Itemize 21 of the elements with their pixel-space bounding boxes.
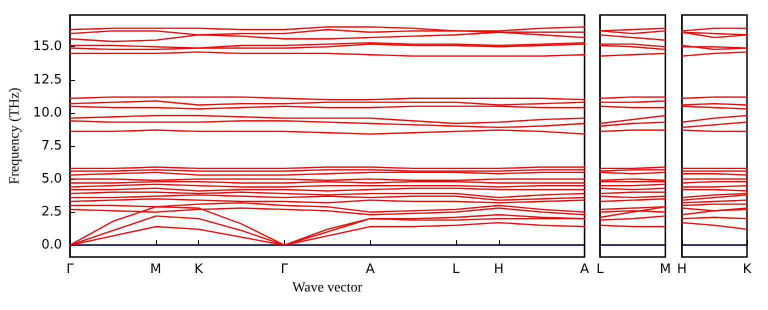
x-tick-label: K bbox=[742, 262, 752, 277]
y-tick-label: 0.0 bbox=[41, 238, 62, 253]
x-tick-label: Γ bbox=[280, 262, 289, 277]
y-tick-label: 2.5 bbox=[41, 204, 62, 220]
y-tick-label: 7.5 bbox=[41, 138, 62, 154]
x-tick-label: L bbox=[452, 262, 460, 277]
x-tick-label: H bbox=[676, 262, 687, 277]
y-tick-label: 5.0 bbox=[41, 171, 62, 186]
y-tick-label: 15.0 bbox=[33, 39, 62, 54]
y-tick-label: 12.5 bbox=[33, 72, 62, 88]
x-tick-label: Γ bbox=[66, 262, 74, 277]
x-tick-label: L bbox=[596, 262, 604, 277]
x-axis-title: Wave vector bbox=[292, 280, 363, 296]
x-tick-label: H bbox=[494, 262, 504, 277]
x-tick-label: A bbox=[580, 262, 590, 277]
x-tick-label: M bbox=[660, 262, 671, 277]
x-tick-label: M bbox=[150, 262, 162, 277]
x-tick-label: A bbox=[366, 262, 375, 277]
y-tick-label: 10.0 bbox=[33, 105, 62, 120]
y-axis-title: Frequency (THz) bbox=[8, 87, 23, 184]
x-tick-label: K bbox=[194, 262, 204, 277]
